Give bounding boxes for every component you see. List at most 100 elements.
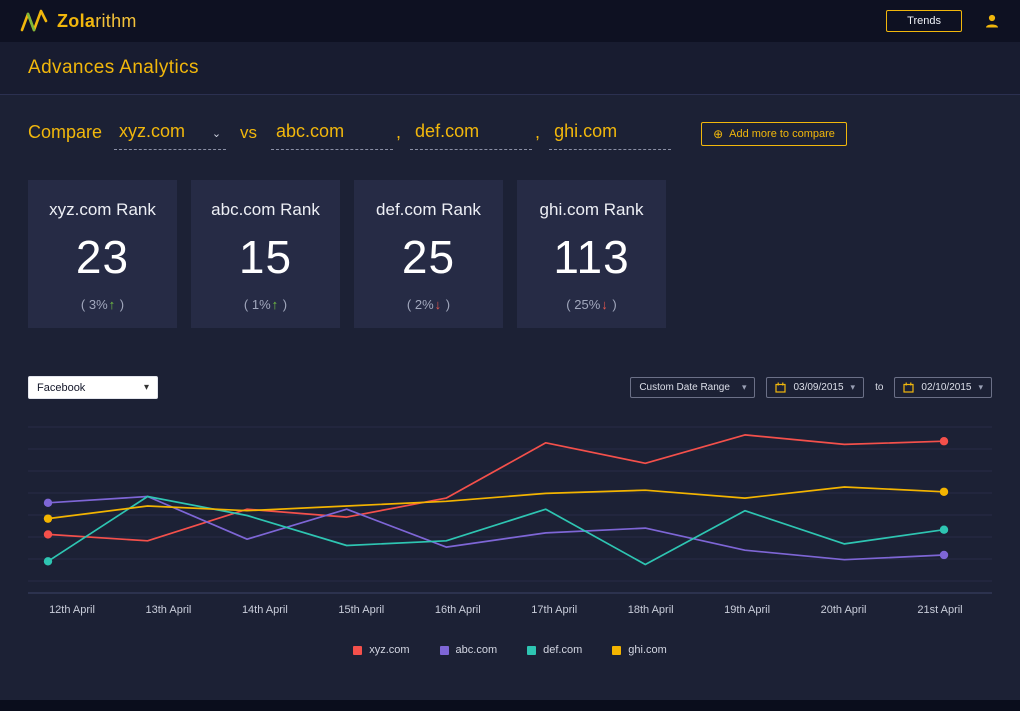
bottom-strip	[0, 700, 1020, 711]
trend-arrow-icon: ↓	[601, 297, 608, 312]
compare-label: Compare	[28, 122, 103, 142]
chart-x-label: 20th April	[821, 604, 867, 616]
page-title: Advances Analytics	[28, 57, 199, 78]
chart-line-def.com	[47, 495, 945, 566]
legend-label: xyz.com	[369, 644, 410, 656]
rank-card-def: def.com Rank 25 ( 2%↓ )	[354, 180, 503, 328]
chart-x-label: 16th April	[435, 604, 481, 616]
change-close: )	[279, 297, 288, 312]
date-from-value: 03/09/2015	[793, 382, 844, 393]
chart-x-label: 14th April	[242, 604, 288, 616]
rank-trend-chart: 12th April 13th April 14th April 15th April…	[28, 415, 992, 626]
chart-line-xyz.com	[47, 434, 945, 542]
chart-x-label: 21st April	[917, 604, 962, 616]
date-range-select[interactable]: Custom Date Range ▾	[630, 377, 756, 398]
logo-text-primary: Zola	[57, 10, 96, 31]
chevron-down-icon: ▾	[978, 382, 983, 392]
card-change: ( 2%↓ )	[407, 297, 450, 312]
logo-text-secondary: rithm	[95, 10, 137, 31]
circle-plus-icon: ⊕	[713, 127, 724, 141]
legend-label: ghi.com	[628, 644, 667, 656]
page-header: Advances Analytics	[0, 42, 1020, 95]
change-value: 3%	[88, 297, 108, 312]
chart-canvas: 12th April 13th April 14th April 15th April…	[28, 426, 992, 616]
legend-item-abc.com[interactable]: abc.com	[439, 644, 498, 656]
rank-card-xyz: xyz.com Rank 23 ( 3%↑ )	[28, 180, 177, 328]
chart-x-label: 13th April	[146, 604, 192, 616]
chart-x-label: 19th April	[724, 604, 770, 616]
vs-label: vs	[240, 123, 258, 142]
chart-point-xyz.com[interactable]	[939, 437, 949, 446]
chart-legend: xyz.com abc.com def.com ghi.com	[0, 644, 1020, 656]
card-title: def.com Rank	[376, 200, 481, 219]
network-select[interactable]: Facebook ▾	[28, 376, 158, 399]
logo-zigzag-icon	[20, 9, 48, 33]
add-more-button[interactable]: ⊕ Add more to compare	[701, 122, 847, 146]
chart-point-ghi.com[interactable]	[43, 514, 53, 523]
card-title: ghi.com Rank	[539, 200, 644, 219]
competitor-domain-input-3[interactable]: ghi.com	[549, 121, 672, 150]
date-from-input[interactable]: 03/09/2015 ▾	[766, 377, 865, 398]
competitor-domain-value-3: ghi.com	[554, 121, 618, 141]
card-rank-value: 25	[401, 231, 456, 283]
primary-domain-select[interactable]: xyz.com ⌄	[114, 121, 227, 150]
add-more-label: Add more to compare	[729, 128, 835, 140]
card-change: ( 3%↑ )	[81, 297, 124, 312]
card-change: ( 1%↑ )	[244, 297, 287, 312]
user-icon[interactable]	[984, 13, 1000, 29]
change-close: )	[116, 297, 125, 312]
chart-point-def.com[interactable]	[939, 525, 949, 534]
chart-x-label: 15th April	[338, 604, 384, 616]
rank-card-ghi: ghi.com Rank 113 ( 25%↓ )	[517, 180, 666, 328]
competitor-domain-input-1[interactable]: abc.com	[271, 121, 394, 150]
chart-x-label: 17th April	[531, 604, 577, 616]
chevron-down-icon: ▾	[850, 382, 856, 392]
primary-domain-value: xyz.com	[119, 121, 186, 141]
legend-label: def.com	[543, 644, 583, 656]
chevron-down-icon: ▾	[143, 381, 149, 393]
top-bar: Zolarithm Trends	[0, 0, 1020, 42]
change-close: )	[608, 297, 617, 312]
trend-arrow-icon: ↓	[434, 297, 442, 312]
legend-item-xyz.com[interactable]: xyz.com	[353, 644, 410, 656]
legend-swatch-icon	[353, 645, 363, 655]
separator-comma: ,	[396, 122, 402, 142]
change-open: (	[406, 297, 415, 312]
legend-swatch-icon	[527, 645, 537, 655]
card-rank-value: 113	[553, 231, 630, 283]
filters-row: Facebook ▾ Custom Date Range ▾ 03/09/201…	[28, 376, 992, 399]
legend-swatch-icon	[612, 645, 622, 655]
logo-text: Zolarithm	[57, 11, 137, 32]
chart-x-label: 12th April	[49, 604, 95, 616]
legend-item-def.com[interactable]: def.com	[527, 644, 582, 656]
chart-point-def.com[interactable]	[43, 557, 53, 566]
chart-point-abc.com[interactable]	[939, 550, 949, 560]
chart-point-xyz.com[interactable]	[43, 530, 53, 539]
card-title: xyz.com Rank	[49, 200, 156, 219]
to-label: to	[875, 382, 884, 393]
trend-arrow-icon: ↑	[271, 297, 279, 312]
legend-item-ghi.com[interactable]: ghi.com	[612, 644, 667, 656]
chart-point-ghi.com[interactable]	[939, 487, 949, 496]
logo[interactable]: Zolarithm	[20, 9, 137, 33]
date-to-value: 02/10/2015	[921, 382, 972, 393]
competitor-domain-value-1: abc.com	[276, 121, 345, 141]
change-open: (	[80, 297, 89, 312]
calendar-icon	[775, 382, 787, 393]
network-select-value: Facebook	[37, 381, 86, 394]
competitor-domain-input-2[interactable]: def.com	[410, 121, 533, 150]
chart-point-abc.com[interactable]	[43, 498, 53, 508]
trend-arrow-icon: ↑	[108, 297, 116, 312]
date-to-input[interactable]: 02/10/2015 ▾	[894, 377, 992, 398]
change-open: (	[566, 297, 575, 312]
rank-cards: xyz.com Rank 23 ( 3%↑ ) abc.com Rank 15 …	[28, 180, 992, 328]
trends-button[interactable]: Trends	[886, 10, 962, 32]
change-close: )	[442, 297, 451, 312]
legend-swatch-icon	[439, 645, 449, 655]
date-range-select-value: Custom Date Range	[639, 382, 730, 393]
chart-x-label: 18th April	[628, 604, 674, 616]
compare-section: Compare xyz.com ⌄ vs abc.com , def.com ,…	[28, 121, 992, 150]
calendar-icon	[903, 382, 915, 393]
legend-label: abc.com	[455, 644, 498, 656]
card-rank-value: 15	[238, 231, 293, 283]
